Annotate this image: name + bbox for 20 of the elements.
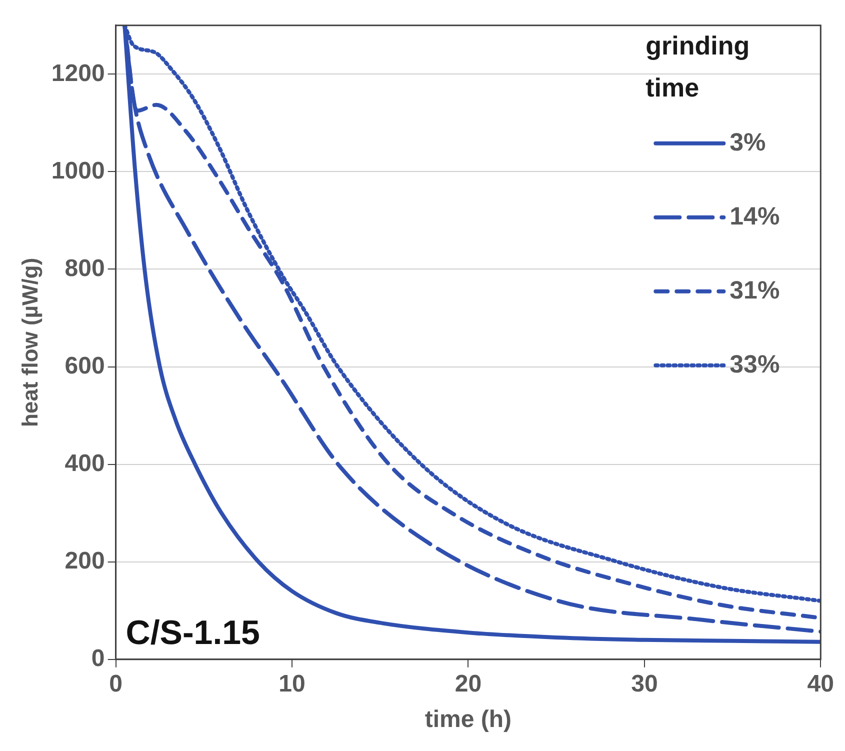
y-axis-title: heat flow (µW/g)	[17, 258, 42, 427]
x-tick-label: 20	[454, 670, 482, 698]
y-tick-label: 200	[64, 547, 105, 574]
x-axis-title: time (h)	[424, 706, 512, 734]
annotation: C/S-1.15	[126, 614, 260, 652]
x-tick-label: 0	[109, 670, 122, 698]
x-tick-label: 30	[631, 670, 658, 698]
y-tick-label: 600	[64, 352, 105, 380]
y-tick-label: 800	[64, 254, 105, 282]
y-tick-label: 1000	[51, 157, 105, 184]
legend-label: 31%	[730, 276, 780, 304]
legend-title: grinding time	[646, 30, 750, 103]
legend-label: 33%	[730, 350, 780, 378]
y-tick-label: 0	[91, 645, 105, 672]
legend-label: 3%	[730, 128, 766, 156]
x-tick-label: 40	[807, 670, 834, 698]
y-tick-label: 1200	[51, 60, 105, 87]
x-tick-label: 10	[278, 670, 306, 698]
y-tick-label: 400	[64, 450, 105, 477]
legend-label: 14%	[730, 202, 780, 230]
